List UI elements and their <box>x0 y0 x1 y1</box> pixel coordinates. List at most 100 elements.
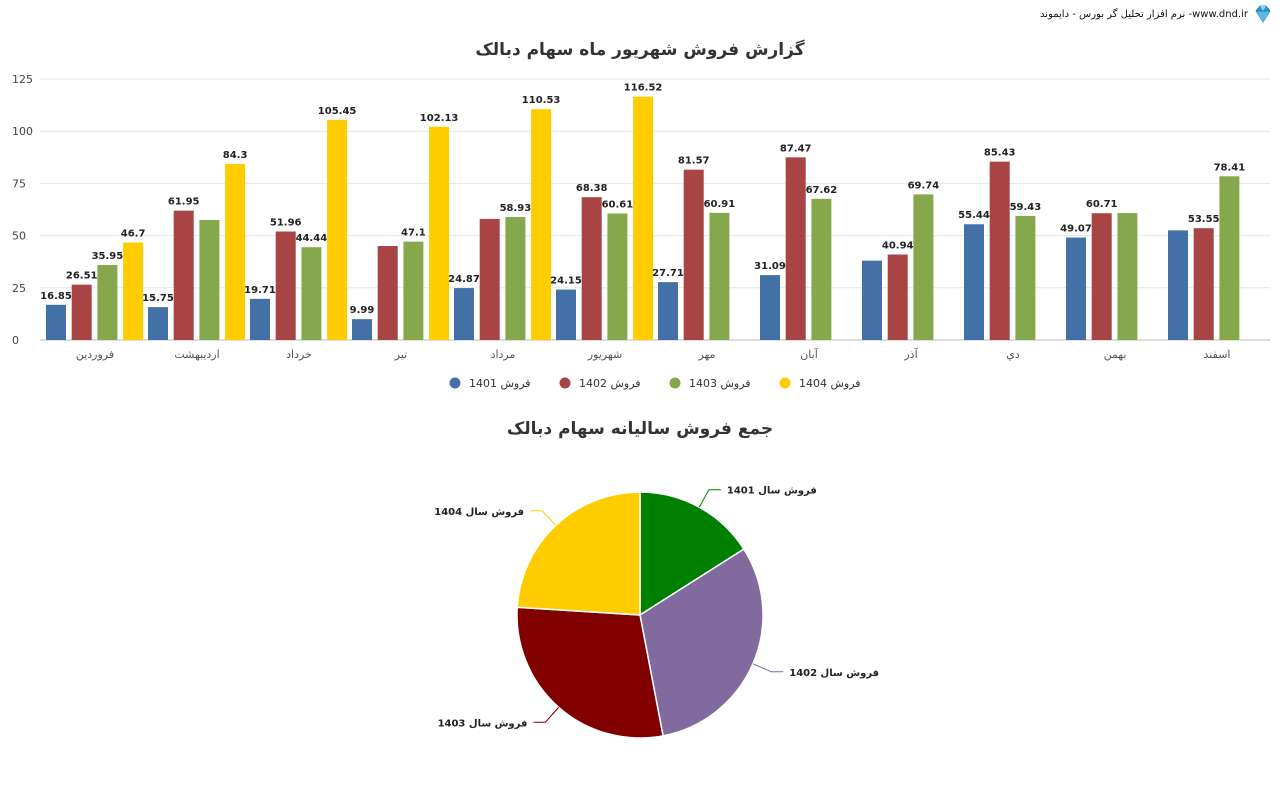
data-label: 110.53 <box>522 95 561 106</box>
data-label: 116.52 <box>624 83 663 94</box>
y-tick-label: 75 <box>12 177 26 190</box>
bar <box>377 246 398 340</box>
data-label: 60.61 <box>602 199 634 210</box>
bar <box>531 109 552 340</box>
y-tick-label: 0 <box>12 334 19 347</box>
pie-leader-line <box>698 489 721 508</box>
x-tick-label: دي <box>1006 348 1020 361</box>
data-label: 60.91 <box>704 199 736 210</box>
bar <box>581 197 602 340</box>
data-label: 81.57 <box>678 156 710 167</box>
bar <box>709 212 730 340</box>
app-header-text: نرم افزار تحلیل گر بورس - دایموند -www.d… <box>1040 8 1248 20</box>
data-label: 61.95 <box>168 197 200 208</box>
bar <box>556 289 576 340</box>
bar <box>1015 215 1036 340</box>
bar <box>887 254 908 340</box>
y-tick-label: 25 <box>12 282 26 295</box>
bar <box>658 282 678 340</box>
x-tick-label: شهریور <box>587 348 622 361</box>
data-label: 46.7 <box>121 228 146 239</box>
pie-slice-label: فروش سال 1404 <box>434 507 524 518</box>
bar-chart-data-labels: 16.85 26.51 35.95 46.7 15.75 61.95 84.3 19.71 51… <box>40 83 1245 316</box>
data-label: 35.95 <box>92 251 124 262</box>
bar <box>964 224 984 340</box>
bar-chart-legend: فروش 1401 فروش 1402 فروش 1403 فروش 1404 <box>449 377 861 390</box>
bar <box>505 216 526 340</box>
pie-chart-slices <box>516 491 764 739</box>
data-label: 40.94 <box>882 241 914 252</box>
bar <box>97 264 118 340</box>
bar <box>862 260 882 340</box>
data-label: 15.75 <box>142 293 174 304</box>
bar <box>1193 228 1214 340</box>
bar <box>989 161 1010 340</box>
bar <box>1168 230 1188 340</box>
data-label: 31.09 <box>754 261 786 272</box>
bar <box>225 163 246 340</box>
bar <box>683 169 704 340</box>
pie-slice-label: فروش سال 1401 <box>727 486 817 497</box>
bar <box>250 298 270 340</box>
data-label: 53.55 <box>1188 214 1220 225</box>
pie-slice-label: فروش سال 1403 <box>438 718 528 729</box>
bar <box>633 96 654 340</box>
bar <box>1117 213 1138 340</box>
data-label: 19.71 <box>244 285 276 296</box>
bar-chart-x-axis: فروردین اردیبهشت خرداد تیر مرداد شهریور مهر آبا… <box>76 347 1231 361</box>
data-label: 16.85 <box>40 291 72 302</box>
x-tick-label: خرداد <box>286 348 312 361</box>
legend-marker <box>449 377 461 389</box>
x-tick-label: اسفند <box>1204 348 1231 361</box>
pie-chart-title: جمع فروش سالیانه سهام دبالک <box>507 419 773 439</box>
data-label: 105.45 <box>318 106 357 117</box>
legend-label: فروش 1401 <box>469 377 531 390</box>
bar <box>913 194 934 340</box>
legend-label: فروش 1404 <box>799 377 861 390</box>
data-label: 59.43 <box>1010 202 1042 213</box>
pie-slice-label: فروش سال 1402 <box>789 668 879 679</box>
bar <box>1091 213 1112 340</box>
data-label: 55.44 <box>958 210 990 221</box>
x-tick-label: مرداد <box>491 348 516 361</box>
bar <box>71 284 92 340</box>
bar-chart-y-axis: 0 25 50 75 100 125 <box>12 73 33 347</box>
app-header: نرم افزار تحلیل گر بورس - دایموند -www.d… <box>1040 2 1274 26</box>
data-label: 69.74 <box>908 180 940 191</box>
data-label: 68.38 <box>576 183 608 194</box>
y-tick-label: 100 <box>12 125 33 138</box>
pie-chart-labels: فروش سال 1401 فروش سال 1402 فروش سال 1403 ف… <box>434 486 879 730</box>
data-label: 24.15 <box>550 276 582 287</box>
data-label: 27.71 <box>652 268 684 279</box>
bar <box>352 319 372 340</box>
pie-slice <box>516 606 664 739</box>
data-label: 44.44 <box>296 233 328 244</box>
legend-marker <box>669 377 681 389</box>
bar-chart-bars <box>46 96 1240 340</box>
bar <box>811 198 832 340</box>
diamond-logo-icon <box>1255 5 1271 23</box>
x-tick-label: مهر <box>697 348 715 361</box>
data-label: 49.07 <box>1060 224 1092 235</box>
pie-leader-line <box>533 706 560 723</box>
bar <box>454 288 474 340</box>
bar <box>1219 176 1240 340</box>
bar <box>46 304 66 340</box>
bar <box>607 213 628 340</box>
bar <box>403 241 424 340</box>
x-tick-label: فروردین <box>76 348 114 361</box>
x-tick-label: بهمن <box>1104 348 1127 361</box>
bar <box>123 242 144 340</box>
legend-marker <box>559 377 571 389</box>
bar <box>429 126 450 340</box>
bar <box>199 219 220 340</box>
bar <box>760 275 780 340</box>
x-tick-label: آذر <box>903 347 918 361</box>
bar <box>148 307 168 340</box>
legend-label: فروش 1402 <box>579 377 641 390</box>
pie-slice <box>516 491 641 616</box>
data-label: 47.1 <box>401 228 426 239</box>
x-tick-label: آبان <box>800 347 818 361</box>
data-label: 24.87 <box>448 274 480 285</box>
